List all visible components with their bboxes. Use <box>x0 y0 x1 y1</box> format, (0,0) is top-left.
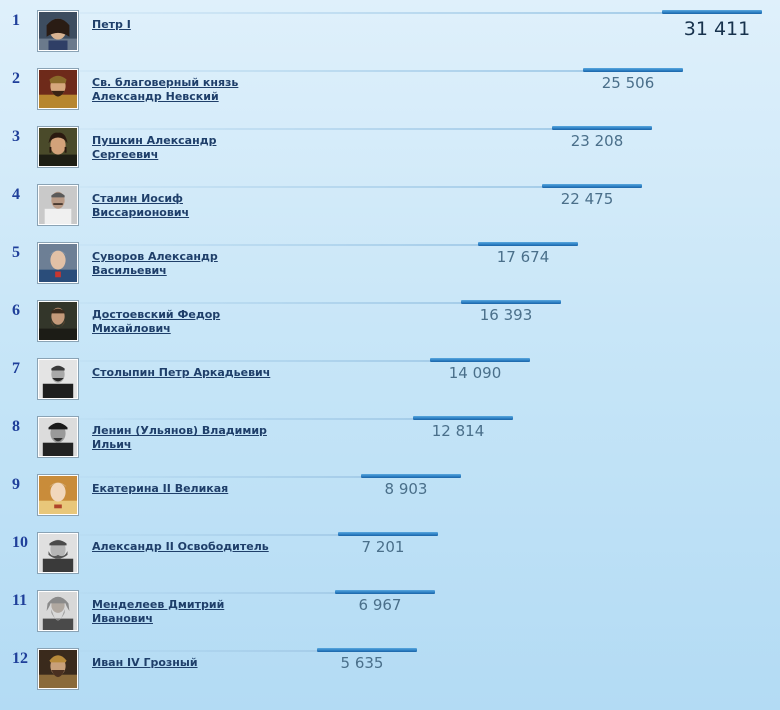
ranking-row: 7 Столыпин Петр Аркадьевич 14 090 <box>0 358 780 416</box>
score-value: 14 090 <box>448 364 502 382</box>
person-name-link[interactable]: Сталин Иосиф Виссарионович <box>92 192 190 219</box>
portrait-lenin-icon[interactable] <box>37 416 79 458</box>
score-value: 7 201 <box>361 538 405 556</box>
portrait-alexander-nevsky-icon[interactable] <box>37 68 79 110</box>
ranking-row: 9 Екатерина II Великая 8 903 <box>0 474 780 532</box>
score-bar <box>542 184 642 188</box>
rank-number: 7 <box>12 360 20 377</box>
ranking-row: 10 Александр II Освободитель 7 201 <box>0 532 780 590</box>
portrait-alexander-ii-icon[interactable] <box>37 532 79 574</box>
ranking-row: 4 Сталин Иосиф Виссарионович 22 475 <box>0 184 780 242</box>
portrait-dostoevsky-icon[interactable] <box>37 300 79 342</box>
person-name-link[interactable]: Суворов Александр Васильевич <box>92 250 218 277</box>
portrait-catherine-ii-icon[interactable] <box>37 474 79 516</box>
portrait-pushkin-icon[interactable] <box>37 126 79 168</box>
rank-number: 9 <box>12 476 20 493</box>
rank-number: 11 <box>12 592 28 609</box>
score-bar <box>430 358 530 362</box>
score-bar <box>335 590 435 594</box>
portrait-peter-i-icon[interactable] <box>37 10 79 52</box>
person-name-link[interactable]: Иван IV Грозный <box>92 656 198 669</box>
ranking-row: 8 Ленин (Ульянов) Владимир Ильич 12 814 <box>0 416 780 474</box>
score-value: 12 814 <box>431 422 485 440</box>
bar-track <box>80 534 338 536</box>
ranking-row: 3 Пушкин Александр Сергеевич 23 208 <box>0 126 780 184</box>
bar-track <box>80 418 413 420</box>
ranking-row: 12 Иван IV Грозный 5 635 <box>0 648 780 706</box>
portrait-stolypin-icon[interactable] <box>37 358 79 400</box>
score-bar <box>317 648 417 652</box>
ranking-row: 6 Достоевский Федор Михайлович 16 393 <box>0 300 780 358</box>
score-bar <box>361 474 461 478</box>
score-bar <box>338 532 438 536</box>
person-name-link[interactable]: Пушкин Александр Сергеевич <box>92 134 217 161</box>
score-value: 25 506 <box>601 74 655 92</box>
person-name-link[interactable]: Александр II Освободитель <box>92 540 269 553</box>
person-name-link[interactable]: Св. благоверный князь Александр Невский <box>92 76 239 103</box>
person-name-link[interactable]: Менделеев Дмитрий Иванович <box>92 598 225 625</box>
bar-track <box>80 186 542 188</box>
portrait-suvorov-icon[interactable] <box>37 242 79 284</box>
person-name-link[interactable]: Столыпин Петр Аркадьевич <box>92 366 271 379</box>
rank-number: 8 <box>12 418 20 435</box>
bar-track <box>80 650 317 652</box>
rank-number: 10 <box>12 534 28 551</box>
rank-number: 1 <box>12 12 20 29</box>
person-name-link[interactable]: Ленин (Ульянов) Владимир Ильич <box>92 424 267 451</box>
score-bar <box>413 416 513 420</box>
score-bar <box>662 10 762 14</box>
bar-track <box>80 302 461 304</box>
person-name-link[interactable]: Петр I <box>92 18 131 31</box>
person-name-link[interactable]: Достоевский Федор Михайлович <box>92 308 221 335</box>
portrait-mendeleev-icon[interactable] <box>37 590 79 632</box>
score-value: 17 674 <box>496 248 550 266</box>
ranking-row: 1 Петр I 31 411 <box>0 10 780 68</box>
score-value: 22 475 <box>560 190 614 208</box>
rank-number: 5 <box>12 244 20 261</box>
portrait-ivan-iv-icon[interactable] <box>37 648 79 690</box>
ranking-row: 2 Св. благоверный князь Александр Невски… <box>0 68 780 126</box>
bar-track <box>80 70 583 72</box>
score-value: 5 635 <box>340 654 384 672</box>
rank-number: 4 <box>12 186 20 203</box>
person-name-link[interactable]: Екатерина II Великая <box>92 482 229 495</box>
rank-number: 2 <box>12 70 20 87</box>
ranking-row: 5 Суворов Александр Васильевич 17 674 <box>0 242 780 300</box>
score-value: 8 903 <box>384 480 428 498</box>
bar-track <box>80 12 662 14</box>
bar-track <box>80 476 361 478</box>
rank-number: 12 <box>12 650 28 667</box>
bar-track <box>80 592 335 594</box>
rank-number: 6 <box>12 302 20 319</box>
bar-track <box>80 244 478 246</box>
bar-track <box>80 360 430 362</box>
score-bar <box>552 126 652 130</box>
rank-number: 3 <box>12 128 20 145</box>
score-value: 23 208 <box>570 132 624 150</box>
ranking-row: 11 Менделеев Дмитрий Иванович 6 967 <box>0 590 780 648</box>
score-value: 6 967 <box>358 596 402 614</box>
score-value: 16 393 <box>479 306 533 324</box>
portrait-stalin-icon[interactable] <box>37 184 79 226</box>
score-bar <box>478 242 578 246</box>
score-bar <box>461 300 561 304</box>
bar-track <box>80 128 552 130</box>
score-value: 31 411 <box>683 18 751 40</box>
score-bar <box>583 68 683 72</box>
